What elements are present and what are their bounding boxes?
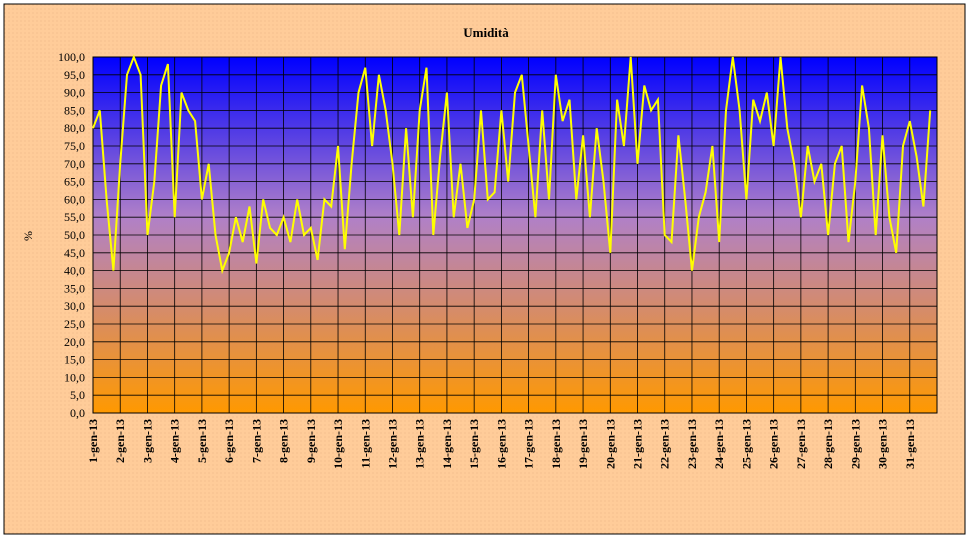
x-tick-label: 21-gen-13 [631, 419, 645, 469]
x-tick-label: 13-gen-13 [413, 419, 427, 469]
plot-border [92, 56, 938, 414]
x-tick-label: 23-gen-13 [685, 419, 699, 469]
x-tick-label: 27-gen-13 [794, 419, 808, 469]
x-tick-label: 4-gen-13 [168, 419, 182, 463]
x-tick-label: 10-gen-13 [331, 419, 345, 469]
y-tick-label: 80,0 [64, 121, 85, 135]
y-tick-label: 90,0 [64, 86, 85, 100]
x-tick-label: 8-gen-13 [277, 419, 291, 463]
y-tick-label: 85,0 [64, 103, 85, 117]
y-tick-label: 95,0 [64, 68, 85, 82]
y-tick-label: 35,0 [64, 281, 85, 295]
y-tick-label: 45,0 [64, 246, 85, 260]
x-tick-label: 30-gen-13 [876, 419, 890, 469]
chart-title: Umidità [463, 25, 509, 40]
x-tick-label: 19-gen-13 [576, 419, 590, 469]
y-tick-label: 30,0 [64, 299, 85, 313]
x-tick-label: 22-gen-13 [658, 419, 672, 469]
x-tick-label: 28-gen-13 [821, 419, 835, 469]
y-tick-label: 100,0 [58, 50, 85, 64]
y-tick-label: 70,0 [64, 157, 85, 171]
x-tick-label: 24-gen-13 [712, 419, 726, 469]
x-tick-label: 2-gen-13 [113, 419, 127, 463]
series-line [92, 54, 932, 275]
y-tick-label: 65,0 [64, 175, 85, 189]
x-tick-label: 7-gen-13 [249, 419, 263, 463]
y-tick-label: 5,0 [70, 388, 85, 402]
x-tick-label: 3-gen-13 [140, 419, 154, 463]
x-tick-label: 26-gen-13 [767, 419, 781, 469]
x-tick-label: 25-gen-13 [739, 419, 753, 469]
x-tick-label: 18-gen-13 [549, 419, 563, 469]
x-tick-label: 16-gen-13 [494, 419, 508, 469]
x-tick-label: 20-gen-13 [603, 419, 617, 469]
y-tick-label: 10,0 [64, 370, 85, 384]
x-tick-label: 1-gen-13 [86, 419, 100, 463]
y-tick-label: 20,0 [64, 335, 85, 349]
y-tick-label: 55,0 [64, 210, 85, 224]
x-tick-label: 6-gen-13 [222, 419, 236, 463]
x-tick-label: 15-gen-13 [467, 419, 481, 469]
x-tick-label: 12-gen-13 [385, 419, 399, 469]
y-tick-label: 25,0 [64, 317, 85, 331]
x-tick-label: 29-gen-13 [848, 419, 862, 469]
y-tick-label: 15,0 [64, 353, 85, 367]
y-tick-label: 0,0 [70, 406, 85, 420]
y-tick-label: 60,0 [64, 192, 85, 206]
x-tick-label: 31-gen-13 [903, 419, 917, 469]
x-tick-label: 5-gen-13 [195, 419, 209, 463]
y-tick-label: 75,0 [64, 139, 85, 153]
y-tick-label: 40,0 [64, 264, 85, 278]
y-axis-label: % [21, 231, 35, 241]
x-tick-label: 17-gen-13 [522, 419, 536, 469]
x-tick-label: 11-gen-13 [358, 419, 372, 468]
x-tick-label: 9-gen-13 [304, 419, 318, 463]
y-tick-label: 50,0 [64, 228, 85, 242]
x-tick-label: 14-gen-13 [440, 419, 454, 469]
